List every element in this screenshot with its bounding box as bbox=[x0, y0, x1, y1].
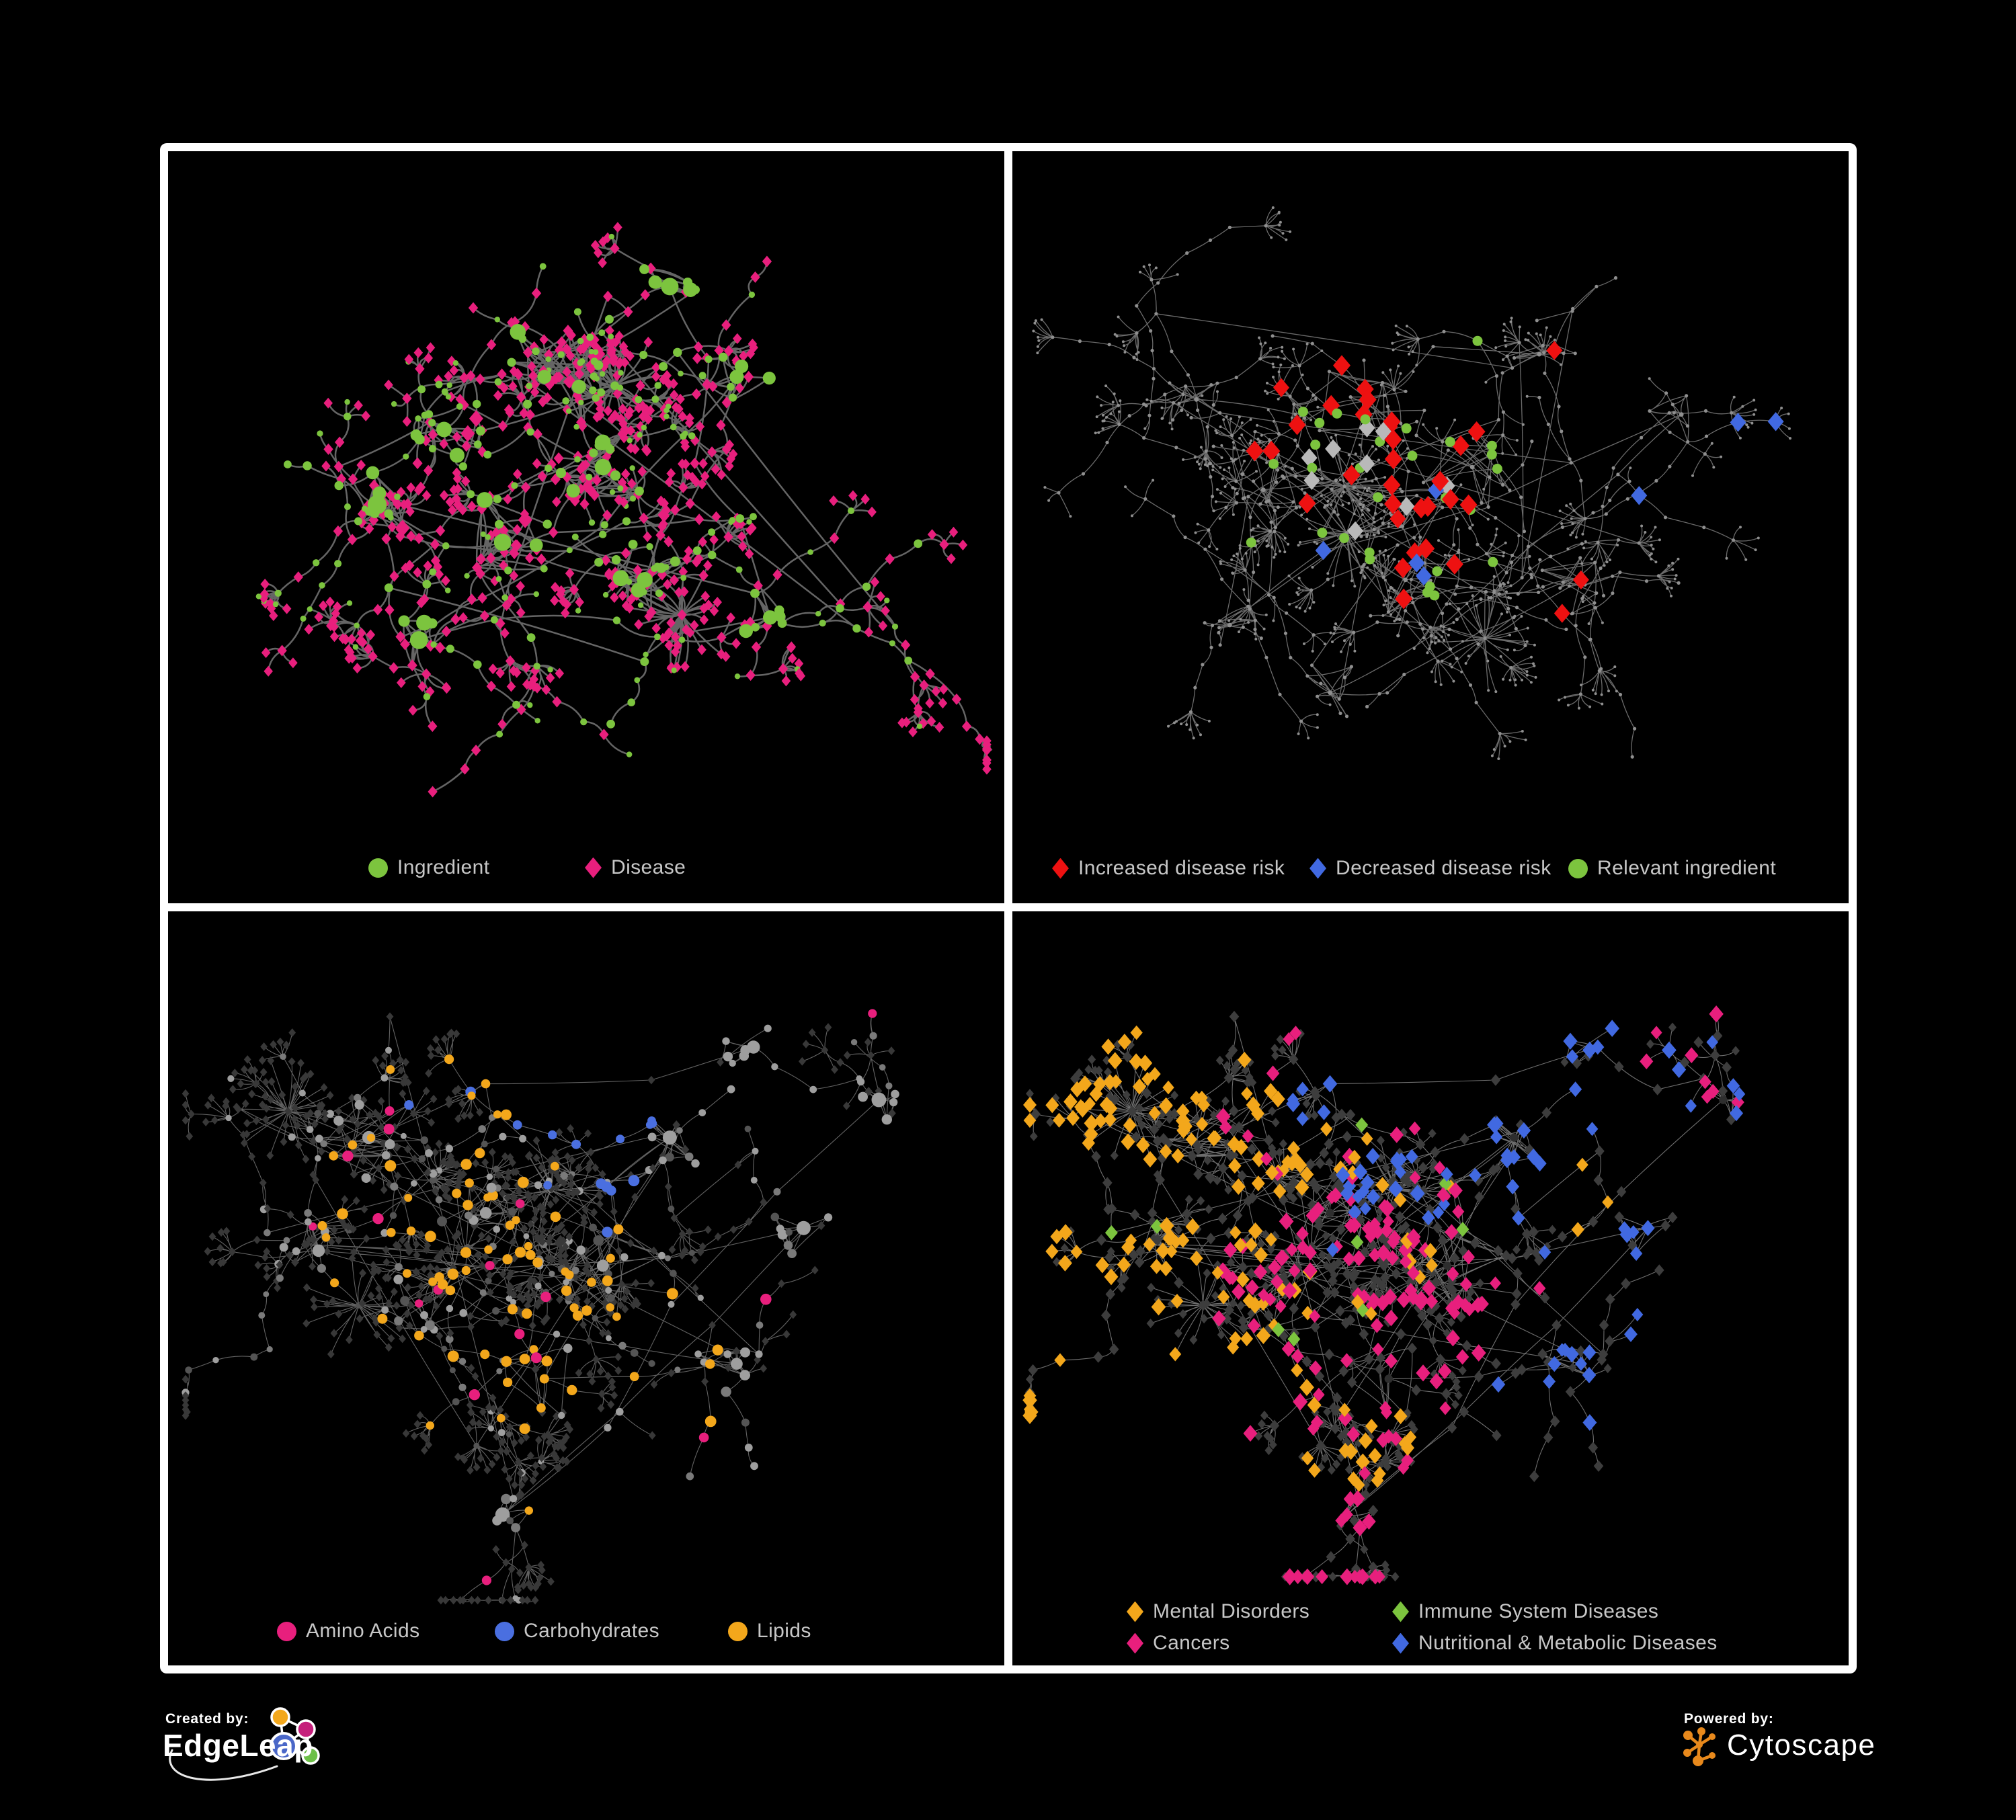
legend-item-ingredient: Ingredient bbox=[368, 856, 489, 879]
horizontal-divider bbox=[168, 903, 1849, 911]
panel-ingredient-disease: Ingredient Disease bbox=[168, 151, 1004, 903]
network-ingredient-disease bbox=[255, 222, 993, 798]
ingredient-swatch-icon bbox=[368, 858, 388, 878]
legend-label: Relevant ingredient bbox=[1597, 857, 1777, 879]
panel-nutrient-classes: Amino Acids Carbohydrates Lipids bbox=[168, 911, 1004, 1665]
disease-swatch-icon bbox=[585, 857, 602, 878]
lipids-swatch-icon bbox=[728, 1621, 748, 1641]
legend-item-disease: Disease bbox=[585, 856, 686, 879]
carbohydrates-swatch-icon bbox=[495, 1621, 514, 1641]
legend-label: Ingredient bbox=[397, 856, 490, 878]
legend-label: Amino Acids bbox=[306, 1620, 420, 1642]
nutritional-metabolic-swatch-icon bbox=[1392, 1632, 1409, 1654]
legend-label: Increased disease risk bbox=[1078, 857, 1285, 879]
legend-label: Cancers bbox=[1153, 1632, 1230, 1654]
edgeleap-logo-icon bbox=[169, 1707, 320, 1781]
increased-risk-swatch-icon bbox=[1052, 858, 1069, 879]
amino-acids-swatch-icon bbox=[277, 1621, 296, 1641]
legend-label: Lipids bbox=[757, 1620, 811, 1642]
legend-label: Decreased disease risk bbox=[1336, 857, 1551, 879]
powered-by-block: Powered by: Cytoscape bbox=[1664, 1706, 1960, 1807]
relevant-ingredient-swatch-icon bbox=[1568, 858, 1588, 878]
network-disease-risk bbox=[1032, 206, 1791, 760]
legend-label: Immune System Diseases bbox=[1418, 1600, 1659, 1622]
cancers-swatch-icon bbox=[1127, 1632, 1143, 1654]
created-by-block: Created by: EdgeLeap bbox=[159, 1706, 508, 1820]
legend-item-decreased-risk: Decreased disease risk bbox=[1309, 857, 1551, 880]
legend-item-relevant-ingredient: Relevant ingredient bbox=[1568, 857, 1776, 880]
legend-item-amino-acids: Amino Acids bbox=[277, 1620, 419, 1643]
mental-disorders-swatch-icon bbox=[1127, 1601, 1143, 1622]
panel-disease-classes: Mental Disorders Immune System Diseases … bbox=[1012, 911, 1849, 1665]
edgeleap-wordmark: EdgeLeap bbox=[163, 1728, 313, 1763]
legend-label: Nutritional & Metabolic Diseases bbox=[1418, 1632, 1718, 1654]
panel-disease-risk: Increased disease risk Decreased disease… bbox=[1012, 151, 1849, 903]
created-by-label: Created by: bbox=[165, 1711, 249, 1727]
legend-item-increased-risk: Increased disease risk bbox=[1052, 857, 1285, 880]
grid-frame: Ingredient Disease Increased disease ris… bbox=[160, 143, 1857, 1673]
powered-by-label: Powered by: bbox=[1684, 1711, 1774, 1727]
cytoscape-logo-icon bbox=[1683, 1727, 1716, 1766]
cytoscape-wordmark: Cytoscape bbox=[1727, 1729, 1876, 1762]
legend-item-cancers: Cancers bbox=[1127, 1632, 1230, 1655]
network-nutrient-classes bbox=[182, 1009, 899, 1605]
network-disease-classes bbox=[1022, 1005, 1746, 1585]
legend-item-mental-disorders: Mental Disorders bbox=[1127, 1600, 1309, 1623]
legend-label: Mental Disorders bbox=[1153, 1600, 1310, 1622]
legend-label: Disease bbox=[611, 856, 686, 878]
immune-diseases-swatch-icon bbox=[1392, 1601, 1409, 1622]
legend-item-carbohydrates: Carbohydrates bbox=[495, 1620, 659, 1643]
legend-label: Carbohydrates bbox=[524, 1620, 659, 1642]
decreased-risk-swatch-icon bbox=[1309, 858, 1326, 879]
legend-item-lipids: Lipids bbox=[728, 1620, 811, 1643]
legend-item-immune-diseases: Immune System Diseases bbox=[1392, 1600, 1658, 1623]
legend-item-nutritional-metabolic: Nutritional & Metabolic Diseases bbox=[1392, 1632, 1718, 1655]
